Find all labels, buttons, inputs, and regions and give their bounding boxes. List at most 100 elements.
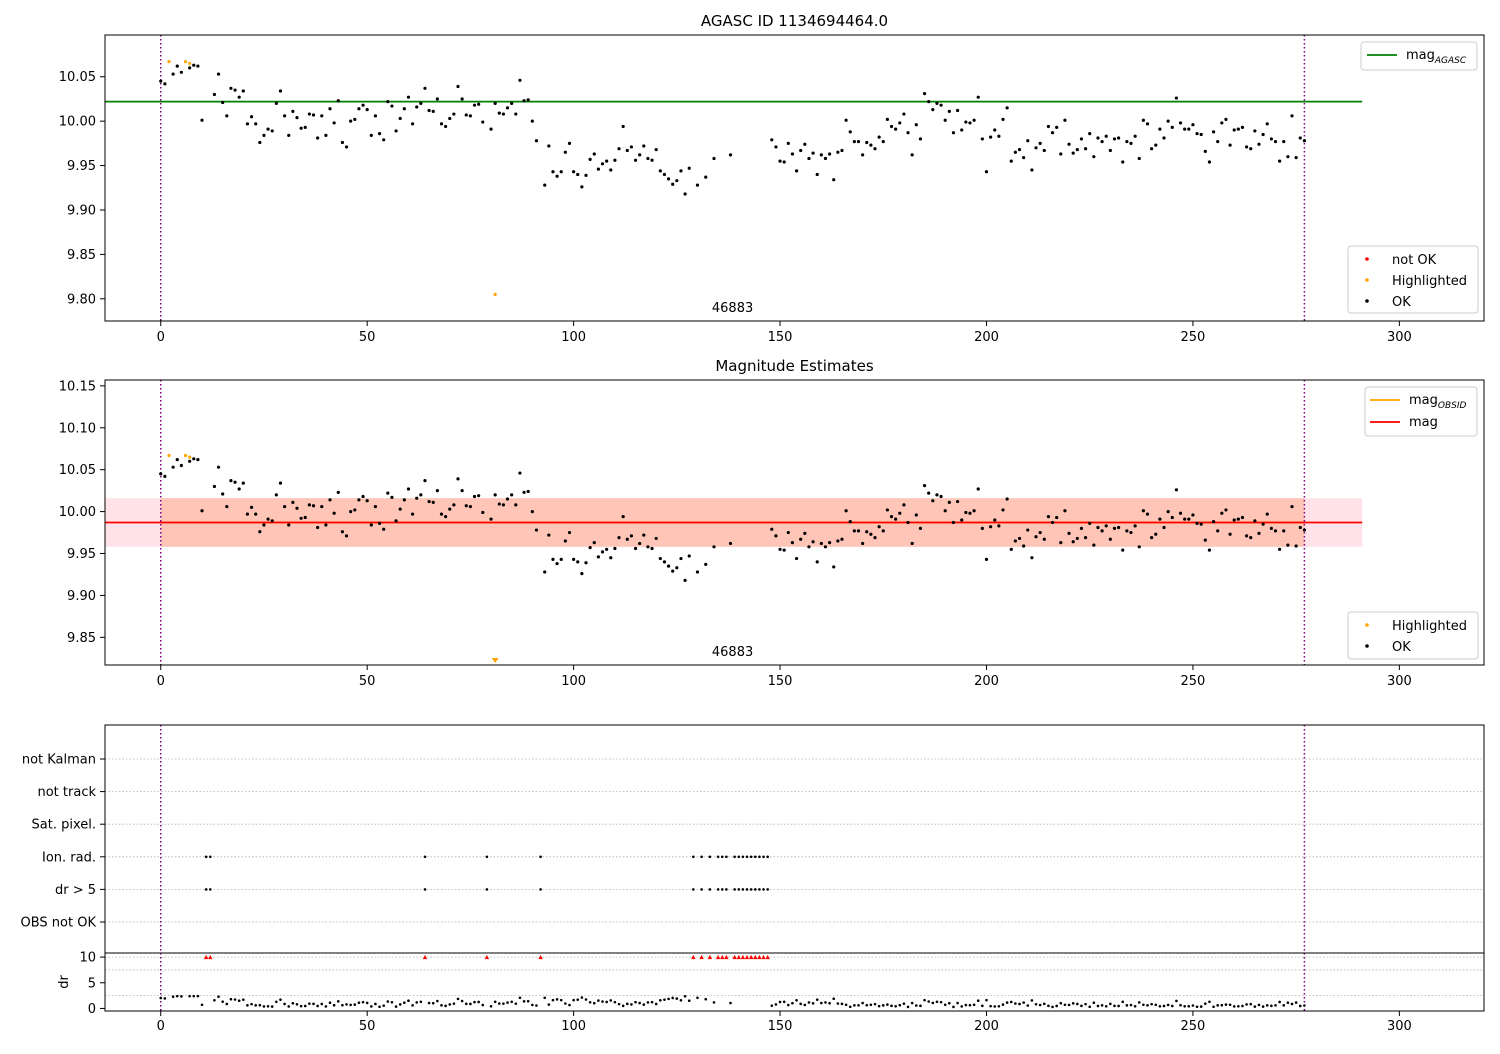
panel2-ok-point-257 bbox=[1220, 511, 1224, 515]
panel1-ok-point-23 bbox=[254, 122, 258, 126]
panel1-ok-point-250 bbox=[1191, 123, 1195, 127]
panel1-ok-point-68 bbox=[439, 122, 444, 126]
dr-point-159 bbox=[815, 998, 819, 1001]
dr-point-13 bbox=[213, 998, 216, 1002]
panel2-ok-point-33 bbox=[295, 506, 299, 510]
panel2-ok-point-120 bbox=[654, 536, 658, 541]
flag-point-4-144 bbox=[753, 888, 757, 891]
panel1-ok-point-70 bbox=[448, 116, 452, 121]
panel1-ok-point-189 bbox=[939, 103, 943, 107]
panel2-ok-point-100 bbox=[572, 557, 576, 561]
dr-point-57 bbox=[394, 1005, 398, 1008]
panel1-ok-point-185 bbox=[922, 92, 927, 96]
panel1-ok-point-176 bbox=[885, 117, 889, 121]
panel2-ok-point-61 bbox=[410, 512, 415, 516]
dr-point-87 bbox=[518, 996, 522, 1000]
panel1-ok-point-121 bbox=[658, 169, 662, 173]
panel1-ok-point-158 bbox=[811, 151, 815, 155]
panel2-ok-point-184 bbox=[918, 526, 923, 530]
panel1-ok-point-86 bbox=[514, 112, 518, 116]
panel2-ok-point-162 bbox=[827, 541, 832, 545]
dr-point-61 bbox=[411, 1004, 414, 1007]
panel1-ok-point-245 bbox=[1170, 125, 1174, 129]
dr-point-181 bbox=[906, 1005, 910, 1009]
panel1-ok-point-56 bbox=[390, 104, 394, 108]
dr-xtick-label-100: 100 bbox=[561, 1019, 586, 1034]
panel2-ok-point-99 bbox=[567, 530, 572, 535]
panel2-ok-point-56 bbox=[390, 495, 394, 499]
dr-point-107 bbox=[601, 1000, 604, 1003]
dr-point-165 bbox=[840, 1002, 844, 1006]
dr-clipped-marker-139 bbox=[732, 954, 737, 960]
panel1-ok-point-8 bbox=[192, 63, 196, 67]
panel1-ok-point-234 bbox=[1125, 139, 1129, 144]
dr-clipped-marker-141 bbox=[740, 954, 746, 960]
panel1-ok-point-217 bbox=[1055, 125, 1059, 129]
dr-point-130 bbox=[696, 996, 699, 1000]
dr-point-195 bbox=[964, 1003, 968, 1007]
dr-point-76 bbox=[473, 1000, 476, 1004]
panel1-ok-point-239 bbox=[1145, 122, 1150, 126]
panel1-ok-point-39 bbox=[320, 114, 324, 118]
panel2-ok-point-34 bbox=[299, 516, 303, 520]
panel2-ok-point-22 bbox=[249, 505, 254, 510]
dr-point-119 bbox=[650, 1000, 654, 1004]
panel2-ok-point-247 bbox=[1178, 511, 1183, 515]
dr-xtick-label-150: 150 bbox=[768, 1019, 793, 1034]
panel2-ok-point-205 bbox=[1005, 497, 1009, 501]
dr-point-238 bbox=[1142, 1003, 1145, 1007]
panel2-legend-swatch-0 bbox=[1365, 623, 1369, 627]
panel2-ok-point-171 bbox=[865, 530, 869, 534]
dr-point-125 bbox=[675, 997, 679, 1000]
flag-point-4-64 bbox=[423, 888, 427, 891]
panel1-ok-point-262 bbox=[1240, 125, 1245, 129]
dr-point-266 bbox=[1257, 1003, 1261, 1007]
dr-point-124 bbox=[671, 996, 675, 1000]
panel1-ok-point-22 bbox=[249, 115, 254, 119]
panel1-ok-point-162 bbox=[827, 152, 832, 156]
panel1-ok-point-208 bbox=[1017, 147, 1022, 152]
panel2-ok-point-127 bbox=[683, 578, 687, 582]
panel2-highlighted-point-6 bbox=[183, 453, 188, 458]
panel1-ok-point-223 bbox=[1079, 137, 1084, 141]
panel2-ok-point-158 bbox=[811, 540, 815, 544]
dr-point-263 bbox=[1245, 1003, 1248, 1006]
panel1-ok-point-272 bbox=[1282, 139, 1286, 144]
panel1-ok-point-205 bbox=[1005, 106, 1009, 110]
dr-clipped-marker-12 bbox=[208, 954, 213, 960]
panel2-ok-point-153 bbox=[790, 541, 795, 545]
dr-point-115 bbox=[634, 1000, 637, 1004]
dr-point-73 bbox=[460, 999, 464, 1003]
dr-point-1 bbox=[163, 997, 167, 1000]
panel1-legend-agasc-label-sub: AGASC bbox=[1434, 56, 1467, 66]
panel2-ok-point-1 bbox=[163, 474, 167, 478]
flag-point-4-137 bbox=[725, 888, 728, 891]
dr-point-164 bbox=[836, 1002, 840, 1005]
dr-clipped-marker-137 bbox=[724, 954, 729, 960]
panel1-ok-point-125 bbox=[675, 179, 679, 183]
panel2-legend-line-label-0: magOBSID bbox=[1409, 393, 1467, 411]
panel1-ok-point-257 bbox=[1220, 121, 1224, 125]
dr-point-16 bbox=[225, 1002, 229, 1006]
panel1-ok-point-138 bbox=[728, 153, 733, 157]
dr-point-184 bbox=[919, 1004, 922, 1008]
dr-point-86 bbox=[514, 1002, 518, 1005]
panel2-ok-point-222 bbox=[1075, 536, 1079, 541]
dr-point-37 bbox=[312, 1002, 315, 1006]
panel1-ok-point-153 bbox=[790, 152, 795, 156]
panel2-legend-line-label-0-sub: OBSID bbox=[1438, 401, 1467, 411]
dr-point-247 bbox=[1179, 1003, 1182, 1007]
panel2-ok-point-197 bbox=[972, 509, 976, 513]
panel1-ok-point-271 bbox=[1278, 159, 1282, 163]
panel2-ok-point-252 bbox=[1199, 522, 1203, 526]
panel1-ok-point-59 bbox=[402, 107, 406, 111]
panel2-ok-point-260 bbox=[1232, 518, 1236, 522]
panel1-ok-point-46 bbox=[349, 119, 353, 123]
dr-clipped-marker-143 bbox=[748, 954, 754, 960]
panel2-ok-point-64 bbox=[423, 478, 427, 483]
panel2-ok-point-70 bbox=[448, 507, 452, 511]
panel2-ok-point-234 bbox=[1125, 529, 1129, 533]
dr-clipped-marker-92 bbox=[538, 954, 543, 960]
panel2-ok-point-95 bbox=[551, 557, 555, 561]
panel1-ok-point-126 bbox=[679, 169, 683, 173]
